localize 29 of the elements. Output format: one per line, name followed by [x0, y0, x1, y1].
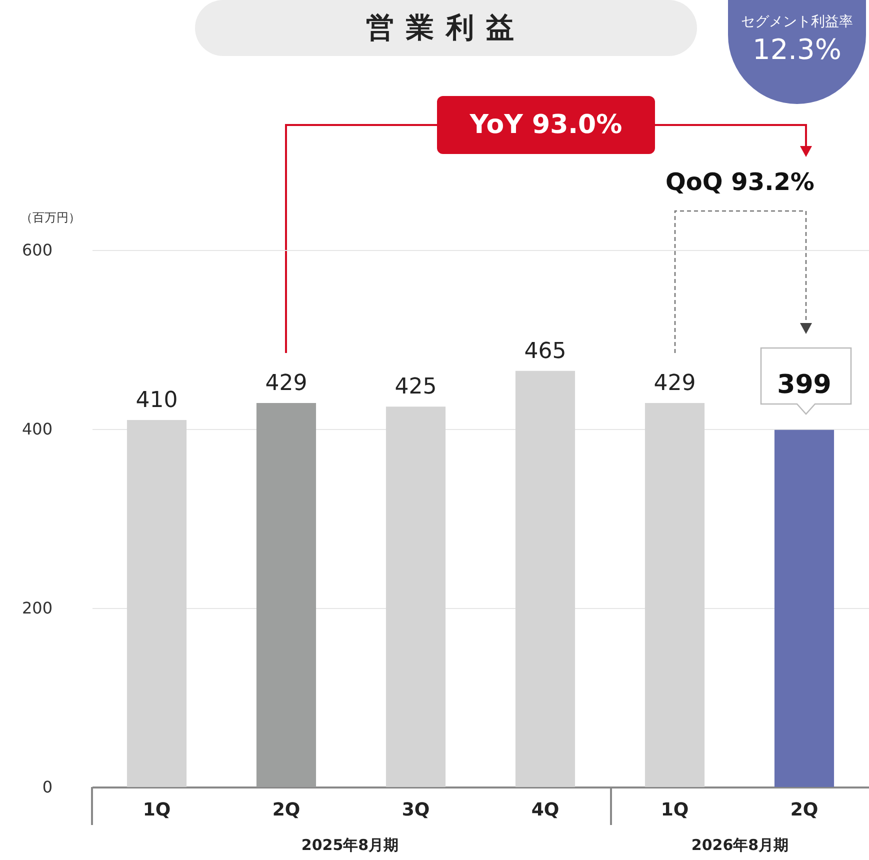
- y-axis-title: （百万円）: [20, 210, 80, 224]
- data-label: 410: [136, 388, 178, 414]
- y-tick-label: 600: [22, 240, 52, 260]
- x-tick-label: 2Q: [790, 800, 818, 820]
- bar: [774, 430, 834, 787]
- y-tick-label: 400: [22, 420, 52, 438]
- bar: [256, 403, 316, 787]
- text: YoY 93.0%: [437, 96, 655, 154]
- bar: [386, 406, 446, 787]
- text: 2026年8月期: [690, 836, 790, 855]
- bar: [515, 370, 576, 787]
- y-tick-label: 0: [42, 778, 52, 796]
- data-label: 425: [394, 374, 437, 400]
- chart-title: 営業利益: [195, 0, 697, 56]
- data-label: 429: [654, 371, 696, 396]
- text: 2025年8月期: [300, 836, 400, 855]
- bar: [126, 420, 187, 787]
- x-tick-label: 2Q: [272, 800, 300, 820]
- x-tick-label: 1Q: [660, 800, 689, 820]
- text: QoQ 93.2%: [664, 168, 816, 196]
- bar: [644, 403, 705, 787]
- x-tick-label: 1Q: [142, 800, 171, 820]
- text: セグメント利益率 12.3%: [740, 13, 854, 68]
- x-tick-label: 4Q: [531, 800, 560, 820]
- y-tick-label: 200: [22, 598, 52, 618]
- data-label: 429: [265, 371, 308, 396]
- data-label: 465: [524, 338, 566, 364]
- data-label: 399: [777, 370, 832, 400]
- x-tick-label: 3Q: [402, 800, 430, 820]
